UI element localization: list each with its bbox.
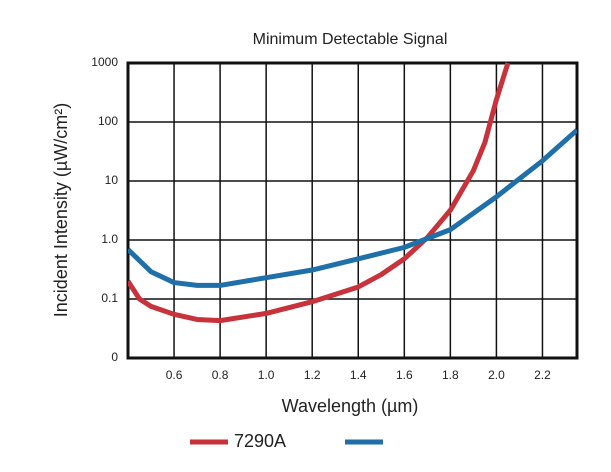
x-tick-label: 1.4 — [350, 368, 367, 382]
x-tick-label: 0.8 — [212, 368, 229, 382]
y-tick-label: 0.1 — [101, 291, 118, 305]
legend-label: 7290A — [234, 431, 286, 451]
y-tick-label: 100 — [98, 114, 118, 128]
x-axis-label: Wavelength (µm) — [282, 396, 419, 416]
y-tick-label: 0 — [111, 350, 118, 364]
x-tick-label: 1.6 — [396, 368, 413, 382]
x-tick-label: 2.0 — [488, 368, 505, 382]
x-tick-label: 1.8 — [442, 368, 459, 382]
x-tick-label: 1.0 — [258, 368, 275, 382]
x-tick-label: 1.2 — [304, 368, 321, 382]
y-tick-label: 10 — [105, 173, 119, 187]
line-series — [128, 62, 511, 324]
y-tick-label: 1000 — [91, 55, 118, 69]
x-tick-label: 2.2 — [534, 368, 551, 382]
plot-frame — [126, 61, 579, 360]
chart-title: Minimum Detectable Signal — [253, 31, 448, 48]
line-series — [128, 128, 577, 288]
x-tick-label: 0.6 — [166, 368, 183, 382]
y-axis-label: Incident Intensity (µW/cm²) — [51, 103, 71, 317]
y-tick-label: 1.0 — [101, 232, 118, 246]
